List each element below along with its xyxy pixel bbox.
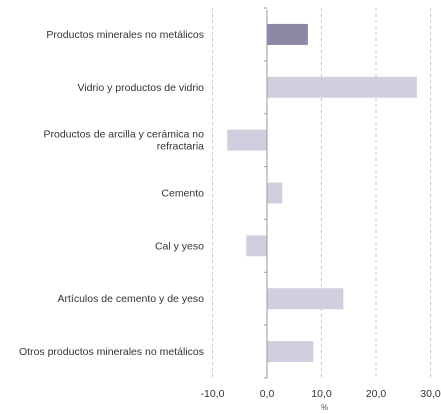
axis: [264, 7, 268, 379]
category-label: Cal y yeso: [155, 240, 204, 252]
x-tick-label: 10,0: [311, 388, 332, 400]
category-label: Productos de arcilla y cerámica no: [44, 129, 205, 141]
x-tick-label: 30,0: [420, 388, 441, 400]
x-tick-label: -10,0: [201, 388, 225, 400]
category-label: Vidrio y productos de vidrio: [78, 82, 205, 94]
bar: [227, 129, 267, 151]
bars: [227, 23, 417, 363]
category-label: Artículos de cemento y de yeso: [58, 293, 205, 305]
x-axis-title: %: [321, 403, 328, 412]
category-labels: Productos minerales no metálicos Vidrio y…: [19, 29, 204, 358]
category-label: refractaria: [157, 141, 204, 153]
bar: [267, 76, 417, 98]
tick-labels: -10,0 0,0 10,0 20,0 30,0: [201, 388, 441, 400]
category-label: Otros productos minerales no metálicos: [19, 346, 204, 358]
x-tick-label: 20,0: [366, 388, 387, 400]
bar: [267, 341, 314, 363]
category-label: Productos minerales no metálicos: [46, 29, 204, 41]
bar: [267, 23, 308, 45]
category-label: Cemento: [161, 188, 204, 200]
bar: [267, 288, 344, 310]
bar: [246, 235, 267, 257]
x-tick-label: 0,0: [260, 388, 275, 400]
bar: [267, 182, 283, 204]
grid-lines: [212, 8, 431, 378]
